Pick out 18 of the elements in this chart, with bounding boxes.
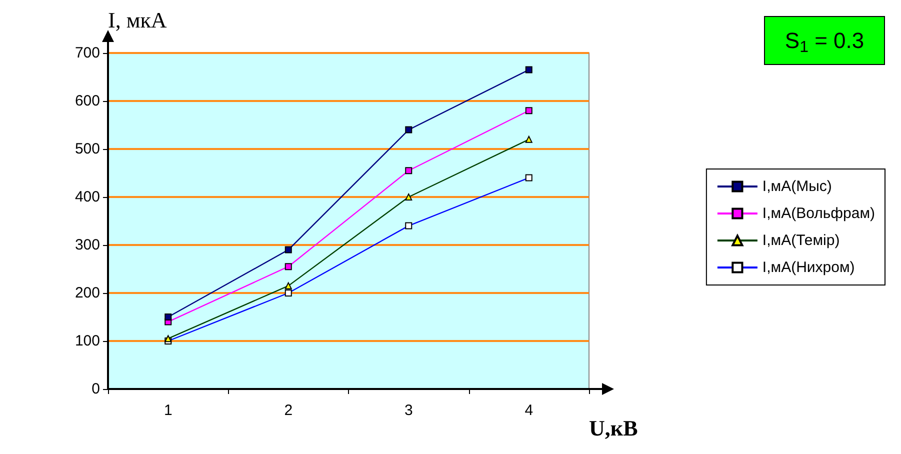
x-axis-title: U,кВ — [589, 416, 638, 440]
y-tick-label: 300 — [74, 236, 100, 254]
x-tick-label: 3 — [404, 402, 413, 419]
y-tick-label: 0 — [92, 380, 100, 398]
x-tick-label: 2 — [284, 402, 293, 419]
legend-label: I,мА(Мыс) — [762, 178, 832, 195]
y-tick-label: 500 — [74, 140, 100, 158]
y-tick-label: 700 — [74, 44, 100, 62]
y-tick-label: 400 — [74, 188, 100, 206]
y-axis-title: I, мкА — [108, 8, 167, 32]
x-tick-label: 1 — [164, 402, 172, 419]
y-tick-label: 100 — [74, 332, 100, 350]
x-tick-label: 4 — [524, 402, 534, 419]
y-tick-label: 600 — [74, 92, 100, 110]
y-tick-label: 200 — [74, 284, 100, 302]
legend-label: I,мА(Вольфрам) — [762, 205, 876, 222]
legend-label: I,мА(Темір) — [762, 232, 840, 249]
legend-label: I,мА(Нихром) — [762, 259, 855, 276]
